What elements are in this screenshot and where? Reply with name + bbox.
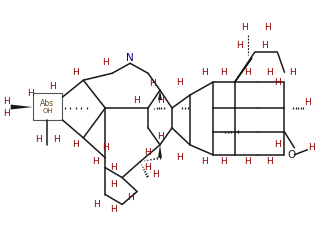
Text: H: H bbox=[202, 157, 208, 166]
Text: H: H bbox=[266, 68, 273, 77]
Polygon shape bbox=[11, 105, 32, 109]
FancyBboxPatch shape bbox=[32, 93, 62, 120]
Polygon shape bbox=[158, 90, 162, 100]
Text: H: H bbox=[177, 78, 183, 87]
Text: H: H bbox=[72, 68, 79, 77]
Text: H: H bbox=[157, 132, 163, 141]
Text: H: H bbox=[72, 140, 79, 149]
Text: H: H bbox=[266, 157, 273, 166]
Text: H: H bbox=[93, 200, 100, 209]
Text: H: H bbox=[144, 148, 151, 157]
Text: H: H bbox=[202, 68, 208, 77]
Text: OH: OH bbox=[42, 108, 53, 114]
Text: H: H bbox=[102, 143, 108, 152]
Text: H: H bbox=[264, 23, 271, 32]
Text: H: H bbox=[177, 153, 183, 162]
Text: H: H bbox=[220, 68, 227, 77]
Text: H: H bbox=[27, 89, 34, 98]
Text: H: H bbox=[157, 96, 163, 105]
Text: O: O bbox=[287, 150, 296, 160]
Text: H: H bbox=[244, 157, 251, 166]
Text: Abs: Abs bbox=[40, 99, 55, 108]
Text: H: H bbox=[110, 180, 117, 189]
Text: H: H bbox=[3, 109, 10, 118]
Text: H: H bbox=[220, 157, 227, 166]
Text: H: H bbox=[274, 78, 281, 87]
Text: H: H bbox=[144, 163, 151, 172]
Polygon shape bbox=[158, 145, 162, 158]
Text: H: H bbox=[274, 140, 281, 149]
Text: H: H bbox=[92, 157, 99, 166]
Text: H: H bbox=[49, 82, 56, 91]
Text: H: H bbox=[110, 205, 117, 214]
Text: N: N bbox=[126, 53, 134, 63]
Text: H: H bbox=[261, 41, 268, 50]
Text: H: H bbox=[289, 68, 296, 77]
Text: H: H bbox=[110, 163, 117, 172]
Text: H: H bbox=[152, 170, 158, 179]
Text: H: H bbox=[149, 79, 155, 88]
Text: H: H bbox=[35, 135, 42, 144]
Text: H: H bbox=[127, 193, 134, 202]
Text: H: H bbox=[102, 58, 108, 67]
Text: H: H bbox=[304, 98, 311, 106]
Text: H: H bbox=[241, 23, 248, 32]
Text: H: H bbox=[3, 96, 10, 106]
Text: H: H bbox=[308, 143, 315, 152]
Text: H: H bbox=[133, 96, 140, 105]
Text: H: H bbox=[244, 68, 251, 77]
Text: H: H bbox=[236, 41, 243, 50]
Text: H: H bbox=[53, 135, 60, 144]
